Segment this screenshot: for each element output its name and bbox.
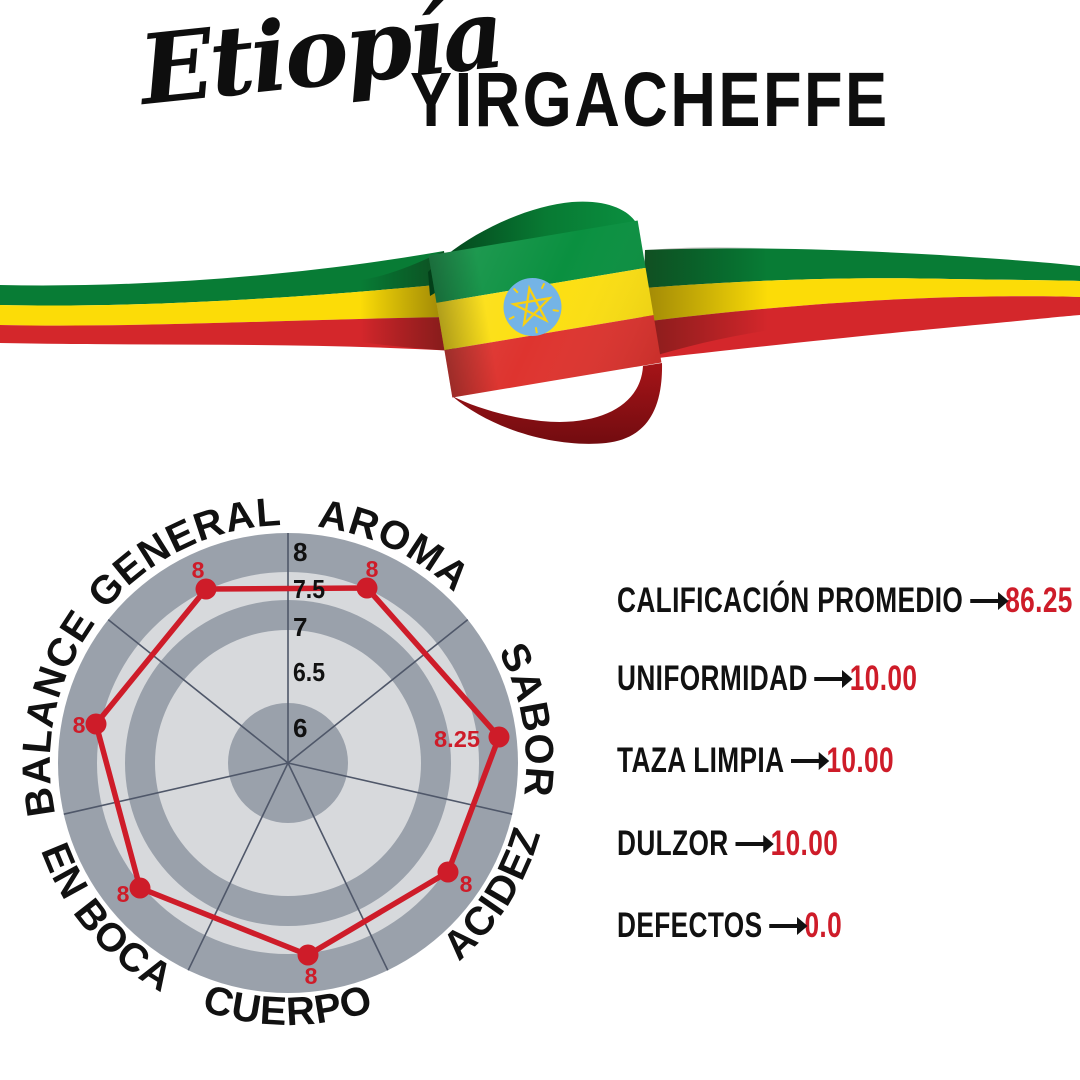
ribbon-left-yellow-stripe: [0, 284, 451, 326]
radar-value-label: 8: [460, 871, 473, 897]
radar-data-point: [85, 713, 107, 735]
radar-tick-label: 7.5: [293, 574, 325, 604]
stat-row-taza-limpia: TAZA LIMPIA 10.00: [617, 741, 894, 781]
flag-center-panel: [428, 220, 662, 398]
radar-data-point: [195, 578, 217, 600]
radar-data-point: [488, 726, 510, 748]
radar-tick-label: 6: [293, 713, 307, 743]
radar-data-points: [85, 577, 510, 966]
stat-label: DEFECTOS: [617, 906, 763, 945]
cupping-stats-panel: CALIFICACIÓN PROMEDIO 86.25 UNIFORMIDAD …: [617, 0, 1080, 1080]
radar-tick-label: 8: [293, 537, 307, 567]
stat-label: CALIFICACIÓN PROMEDIO: [617, 581, 964, 620]
arrow-right-icon: [769, 917, 808, 934]
radar-data-point: [437, 861, 459, 883]
ribbon-left-green-stripe: [0, 251, 447, 306]
arrow-right-icon: [814, 670, 853, 687]
stat-value: 0.0: [804, 906, 843, 945]
ethiopia-flag-ribbon: [0, 201, 1080, 444]
stat-value: 10.00: [770, 824, 839, 863]
arrow-right-icon: [791, 752, 830, 769]
radar-chart: 8 7.5 7 6.5 6 8 8 8.25 8 8 8 8 BALANCE G…: [15, 490, 561, 1034]
stat-label: UNIFORMIDAD: [617, 659, 808, 698]
stat-row-defectos: DEFECTOS 0.0: [617, 906, 842, 946]
radar-value-label: 8: [305, 963, 318, 989]
radar-value-label: 8.25: [434, 726, 480, 752]
radar-series-polygon: [93, 585, 502, 958]
radar-value-label: 8: [192, 557, 205, 583]
stat-value: 10.00: [849, 659, 918, 698]
radar-tick-label: 6.5: [293, 657, 325, 687]
ribbon-right-fold-shadow: [641, 246, 770, 360]
arrow-right-icon: [735, 835, 774, 852]
radar-value-label: 8: [366, 556, 379, 582]
stat-value: 86.25: [1005, 581, 1073, 620]
ethiopia-emblem-icon: [503, 278, 562, 337]
radar-data-point: [129, 877, 151, 899]
radar-data-point: [297, 944, 319, 966]
radar-tick-label: 7: [293, 612, 307, 642]
ribbon-top-curl: [428, 201, 640, 296]
stat-label: DULZOR: [617, 824, 729, 863]
stat-row-uniformidad: UNIFORMIDAD 10.00: [617, 659, 917, 699]
panel-edge-shadow: [428, 247, 500, 398]
title-region-name: YIRGACHEFFE: [410, 57, 890, 143]
stat-label: TAZA LIMPIA: [617, 741, 785, 780]
arrow-right-icon: [969, 592, 1009, 609]
stat-row-dulzor: DULZOR 10.00: [617, 824, 838, 864]
radar-value-label: 8: [117, 881, 130, 907]
radar-value-label: 8: [73, 712, 86, 738]
ribbon-bottom-curl: [452, 363, 663, 444]
radar-data-point: [356, 577, 378, 599]
ribbon-left-red-stripe: [0, 317, 455, 351]
stat-value: 10.00: [826, 741, 895, 780]
stat-row-calificacion: CALIFICACIÓN PROMEDIO 86.25: [617, 581, 1073, 621]
